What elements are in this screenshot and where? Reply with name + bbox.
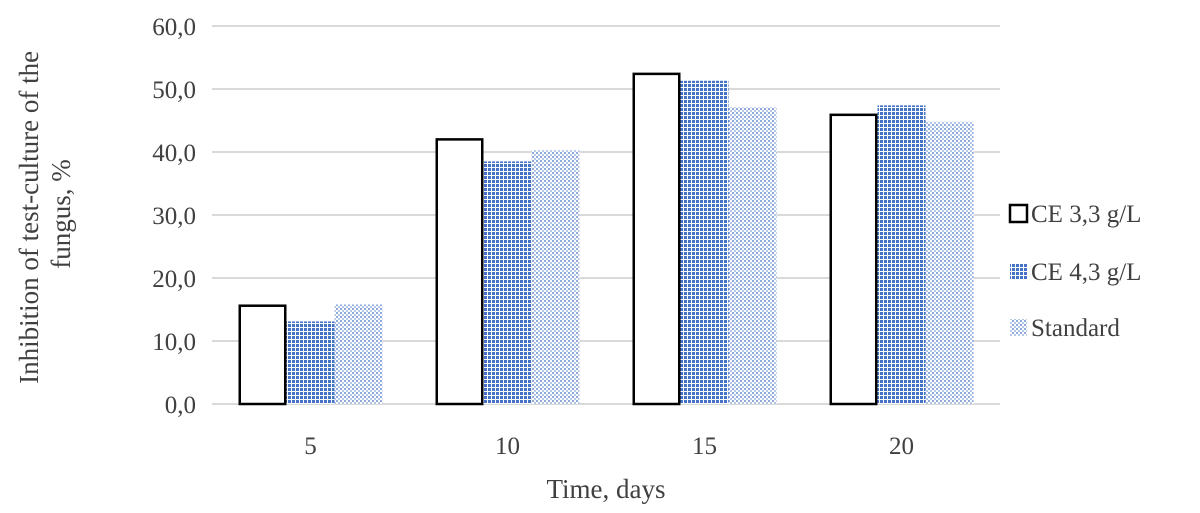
x-tick-label: 10	[495, 433, 520, 460]
x-axis-ticks: 5 10 15 20	[304, 433, 914, 460]
y-tick-label: 30,0	[152, 203, 196, 230]
y-axis-title: Inhibition of test-culture of the fungus…	[14, 44, 76, 384]
bar	[680, 80, 729, 404]
bar	[334, 304, 383, 404]
x-tick-label: 15	[692, 433, 717, 460]
y-axis-title-line-1: Inhibition of test-culture of the	[14, 51, 44, 384]
x-tick-label: 20	[889, 433, 914, 460]
legend: CE 3,3 g/L CE 4,3 g/L Standard	[1008, 201, 1141, 342]
bar	[632, 72, 681, 406]
y-tick-label: 60,0	[152, 14, 196, 41]
x-axis-title: Time, days	[546, 474, 665, 504]
y-axis-ticks: 0,0 10,0 20,0 30,0 40,0 50,0 60,0	[152, 14, 196, 419]
bar	[238, 304, 287, 406]
legend-label: CE 3,3 g/L	[1031, 201, 1141, 228]
y-tick-label: 20,0	[152, 266, 196, 293]
legend-swatch	[1010, 263, 1027, 280]
y-axis-title-line-2: fungus, %	[46, 159, 76, 269]
y-tick-label: 50,0	[152, 77, 196, 104]
bar	[483, 161, 532, 404]
y-tick-label: 0,0	[165, 392, 196, 419]
bar	[531, 150, 580, 404]
bar	[877, 105, 926, 404]
bar	[925, 121, 974, 404]
legend-label: Standard	[1031, 315, 1120, 342]
bars	[238, 72, 974, 406]
bar	[728, 107, 777, 405]
y-tick-label: 40,0	[152, 140, 196, 167]
legend-swatch	[1010, 319, 1027, 336]
y-tick-label: 10,0	[152, 329, 196, 356]
legend-label: CE 4,3 g/L	[1031, 259, 1141, 286]
bar	[435, 138, 484, 406]
bar	[286, 321, 335, 404]
bar	[829, 113, 878, 406]
legend-swatch	[1008, 203, 1029, 224]
x-tick-label: 5	[304, 433, 317, 460]
